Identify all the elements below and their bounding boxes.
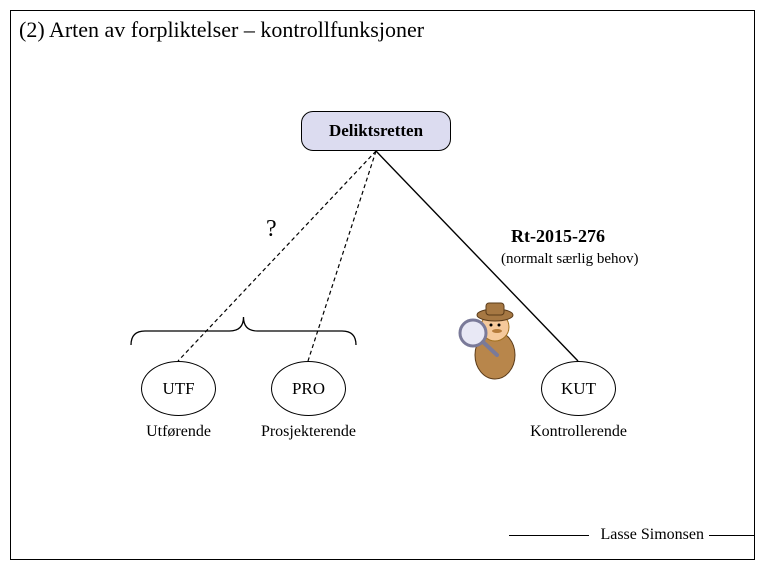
node-utf-short: UTF	[162, 379, 194, 399]
case-reference: Rt-2015-276	[511, 226, 605, 247]
node-utf: UTF	[141, 361, 216, 416]
case-reference-sub: (normalt særlig behov)	[501, 251, 638, 268]
question-mark: ?	[266, 216, 277, 243]
top-node-label: Deliktsretten	[329, 121, 423, 141]
node-kut-long: Kontrollerende	[521, 423, 636, 441]
connector-layer	[11, 11, 756, 561]
top-node-deliktsretten: Deliktsretten	[301, 111, 451, 151]
author-credit: Lasse Simonsen	[600, 526, 704, 544]
node-kut: KUT	[541, 361, 616, 416]
node-pro-long: Prosjekterende	[251, 423, 366, 441]
credit-line-left	[509, 535, 589, 536]
node-kut-short: KUT	[561, 379, 596, 399]
node-utf-long: Utførende	[121, 423, 236, 441]
slide-title: (2) Arten av forpliktelser – kontrollfun…	[19, 17, 424, 43]
credit-line-right	[709, 535, 754, 536]
node-pro-short: PRO	[292, 379, 325, 399]
node-pro: PRO	[271, 361, 346, 416]
slide-frame: (2) Arten av forpliktelser – kontrollfun…	[10, 10, 755, 560]
